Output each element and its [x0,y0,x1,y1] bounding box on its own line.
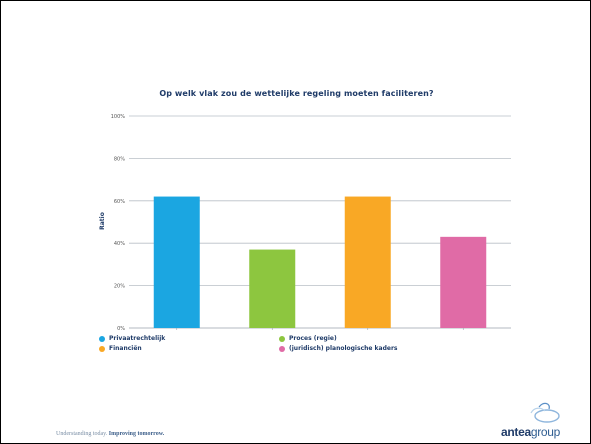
legend-swatch [279,335,285,342]
company-logo: anteagroup [501,401,571,441]
y-tick-label: 80% [114,156,125,162]
bar [153,196,200,328]
logo-wordmark: anteagroup [501,425,560,439]
logo-swoosh-icon [530,402,560,423]
legend-swatch [99,335,105,342]
legend-item: Proces (regie) [279,335,337,342]
legend-swatch [279,345,285,352]
y-tick-label: 20% [114,284,125,290]
bar [440,236,487,328]
legend-label: Privaatrechtelijk [109,335,166,342]
tagline-bold: Improving tomorrow. [108,431,165,437]
bar [249,249,296,328]
y-tick-label: 100% [111,114,126,120]
y-tick-label: 60% [114,199,125,205]
logo-brand: antea [501,425,531,439]
logo-group: group [530,425,561,439]
y-axis-label: Ratio [99,212,106,230]
tagline-plain: Understanding today. [56,431,108,437]
bar [344,196,391,328]
y-tick-label: 0% [117,326,125,332]
legend-label: Proces (regie) [289,335,337,342]
legend-swatch [99,345,105,352]
chart-title: Op welk vlak zou de wettelijke regeling … [159,89,434,98]
footer-tagline: Understanding today. Improving tomorrow. [56,431,164,437]
legend-item: Financiën [99,345,142,352]
legend-item: Privaatrechtelijk [99,335,165,342]
y-tick-label: 40% [114,241,125,247]
legend-item: (juridisch) planologische kaders [279,345,397,352]
legend-label: Financiën [109,345,142,352]
legend-label: (juridisch) planologische kaders [289,345,398,352]
